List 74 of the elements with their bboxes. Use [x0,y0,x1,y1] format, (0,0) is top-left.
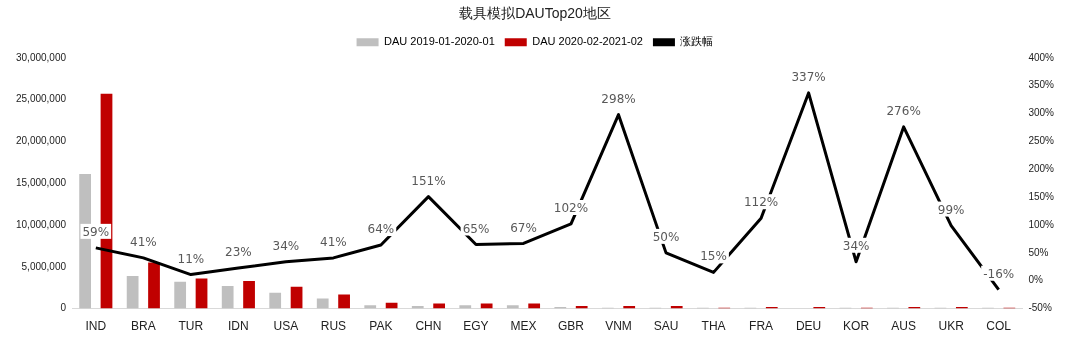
chart-title: 载具模拟DAUTop20地区 [459,5,611,22]
y2-tick-label: 0% [1028,274,1043,286]
x-tick-label: PAK [369,319,393,334]
y2-tick-label: 250% [1028,135,1055,147]
x-tick-label: IDN [228,319,249,334]
bar [221,286,234,309]
data-label: 23% [225,245,252,260]
bar [126,276,139,309]
x-tick-label: GBR [557,319,585,334]
data-label: 15% [700,249,727,264]
y-tick-label: 20,000,000 [15,135,67,147]
data-label: 337% [791,70,826,85]
data-label: 151% [411,173,446,188]
x-tick-label: DEU [795,319,822,334]
legend-label: DAU 2020-02-2021-02 [532,35,643,48]
y2-tick-label: 350% [1028,79,1055,91]
data-label: 50% [652,229,680,244]
data-label: 59% [82,224,110,239]
bar [269,292,282,309]
x-tick-label: COL [986,319,1012,334]
x-tick-label: USA [273,319,299,334]
data-label: 34% [842,238,870,253]
y-tick-label: 0 [60,302,67,314]
x-tick-label: SAU [653,319,679,334]
data-label: 11% [177,251,205,266]
x-tick-label: TUR [178,319,204,334]
y-tick-label: 25,000,000 [15,93,67,105]
y2-tick-label: 50% [1028,246,1049,258]
data-label: 65% [462,221,490,236]
data-label: 102% [553,201,589,216]
data-label: 41% [320,235,347,250]
x-tick-label: IND [85,319,107,334]
y2-tick-label: 150% [1028,190,1055,202]
x-tick-label: EGY [463,319,489,334]
bar [243,281,255,309]
data-label: 112% [743,195,779,210]
data-label: 67% [510,220,537,235]
bar [148,262,160,309]
y2-tick-label: 200% [1028,163,1055,175]
legend-label: 涨跌幅 [680,35,714,48]
x-tick-label: CHN [415,319,442,334]
y-tick-label: 5,000,000 [21,260,67,272]
y2-tick-label: 300% [1028,107,1055,119]
x-tick-label: VNM [605,319,632,334]
y-tick-label: 15,000,000 [15,176,67,188]
y-tick-label: 10,000,000 [15,218,67,230]
bar [290,286,303,309]
x-tick-label: KOR [843,319,870,334]
x-tick-label: THA [701,319,726,334]
bar [506,305,519,309]
bar [338,294,350,309]
data-label: 99% [937,202,965,217]
data-label: -16% [983,266,1015,281]
x-tick-label: FRA [749,319,774,334]
bar [195,278,208,309]
bar [316,298,329,309]
data-label: 298% [601,91,636,106]
data-label: 41% [129,235,157,250]
x-tick-label: AUS [891,319,916,334]
x-tick-label: BRA [130,319,156,334]
bar [459,305,472,309]
data-label: 64% [367,222,395,237]
data-label: 34% [272,238,300,253]
y2-tick-label: -50% [1028,302,1052,314]
x-tick-label: RUS [320,319,347,334]
y2-tick-label: 400% [1028,51,1055,63]
x-tick-label: UKR [938,319,965,334]
y-tick-label: 30,000,000 [15,51,67,63]
bar [174,281,187,309]
y2-tick-label: 100% [1028,218,1055,230]
x-tick-label: MEX [510,319,537,334]
data-label: 276% [886,104,921,119]
legend-label: DAU 2019-01-2020-01 [384,35,495,48]
bar [364,305,377,309]
